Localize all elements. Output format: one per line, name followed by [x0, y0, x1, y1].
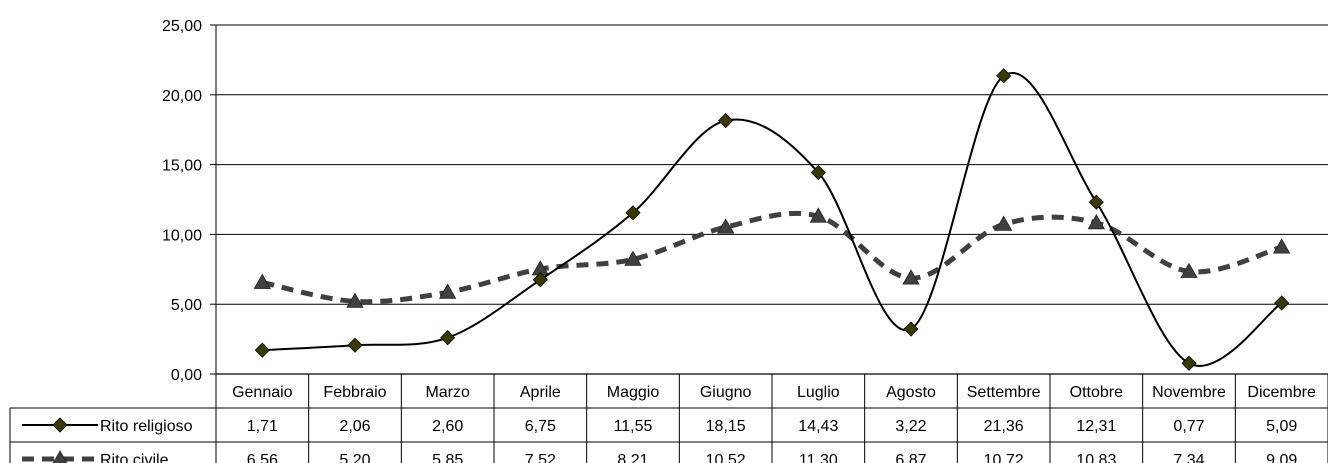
data-label: 1,71 [247, 418, 278, 435]
data-label: 6,87 [895, 452, 926, 463]
series-line-2 [261, 210, 1283, 305]
x-tick-label: Dicembre [1247, 384, 1316, 401]
series-line-1 [262, 72, 1283, 367]
data-label: 18,15 [706, 418, 746, 435]
x-tick-label: Novembre [1152, 384, 1226, 401]
data-point-1 [903, 321, 919, 337]
data-point-2 [624, 250, 642, 266]
data-point-1 [532, 272, 548, 288]
data-label: 21,36 [984, 418, 1024, 435]
legend-label: Rito religioso [100, 418, 193, 435]
data-point-2 [809, 207, 828, 223]
data-label: 2,06 [339, 418, 370, 435]
data-label: 5,20 [339, 452, 370, 463]
data-point-2 [994, 215, 1013, 231]
data-label: 14,43 [798, 418, 838, 435]
data-label: 9,09 [1266, 452, 1297, 463]
series-lines [253, 68, 1291, 371]
data-point-1 [1088, 194, 1104, 210]
data-point-2 [346, 292, 364, 308]
legend-marker-2 [52, 450, 68, 463]
data-point-2 [1180, 262, 1198, 278]
y-tick-label: 25,00 [162, 18, 202, 35]
x-tick-label: Febbraio [323, 384, 386, 401]
y-tick-label: 5,00 [171, 297, 202, 314]
y-tick-label: 15,00 [162, 158, 202, 175]
x-tick-label: Marzo [425, 384, 470, 401]
data-label: 2,60 [432, 418, 463, 435]
x-tick-label: Aprile [520, 384, 561, 401]
data-label: 10,72 [984, 452, 1024, 463]
data-label: 10,52 [706, 452, 746, 463]
data-point-2 [253, 273, 272, 289]
data-label: 8,21 [617, 452, 648, 463]
data-point-2 [1272, 238, 1291, 254]
data-label: 3,22 [895, 418, 926, 435]
data-label: 7,52 [525, 452, 556, 463]
data-point-2 [1087, 214, 1106, 230]
x-tick-label: Maggio [607, 384, 660, 401]
data-label: 6,75 [525, 418, 556, 435]
legend-label: Rito civile [100, 452, 169, 463]
y-tick-label: 10,00 [162, 227, 202, 244]
y-tick-label: 20,00 [162, 88, 202, 105]
x-tick-label: Ottobre [1070, 384, 1123, 401]
x-tick-label: Giugno [700, 384, 752, 401]
data-point-1 [440, 330, 456, 346]
data-point-2 [438, 283, 457, 299]
data-point-1 [625, 205, 641, 221]
data-label: 10,83 [1076, 452, 1116, 463]
data-point-2 [716, 218, 735, 234]
data-point-1 [996, 68, 1012, 84]
data-point-1 [347, 337, 363, 353]
data-label: 11,55 [614, 418, 653, 435]
data-label: 6,56 [247, 452, 278, 463]
data-point-1 [1274, 295, 1290, 311]
data-label: 5,09 [1266, 418, 1297, 435]
gridlines [216, 24, 1328, 305]
legend-marker-1 [52, 417, 68, 433]
data-table: Gennaio Febbraio Marzo Aprile Maggio Giugno Lu… [9, 373, 1328, 463]
data-point-1 [718, 113, 734, 129]
y-axis: 0,00 5,00 10,00 15,00 20,00 25,00 [162, 18, 217, 384]
x-tick-label: Settembre [967, 384, 1041, 401]
x-tick-label: Agosto [886, 384, 936, 401]
x-tick-label: Gennaio [232, 384, 293, 401]
data-label: 5,85 [432, 452, 463, 463]
data-point-1 [254, 342, 270, 358]
y-tick-label: 0,00 [171, 367, 202, 384]
data-label: 7,34 [1173, 452, 1204, 463]
data-point-1 [1181, 355, 1197, 371]
data-label: 12,31 [1076, 418, 1116, 435]
data-label: 0,77 [1173, 418, 1204, 435]
data-point-1 [810, 164, 826, 181]
data-point-2 [902, 269, 920, 285]
x-tick-label: Luglio [797, 384, 840, 401]
data-label: 11,30 [799, 452, 838, 463]
